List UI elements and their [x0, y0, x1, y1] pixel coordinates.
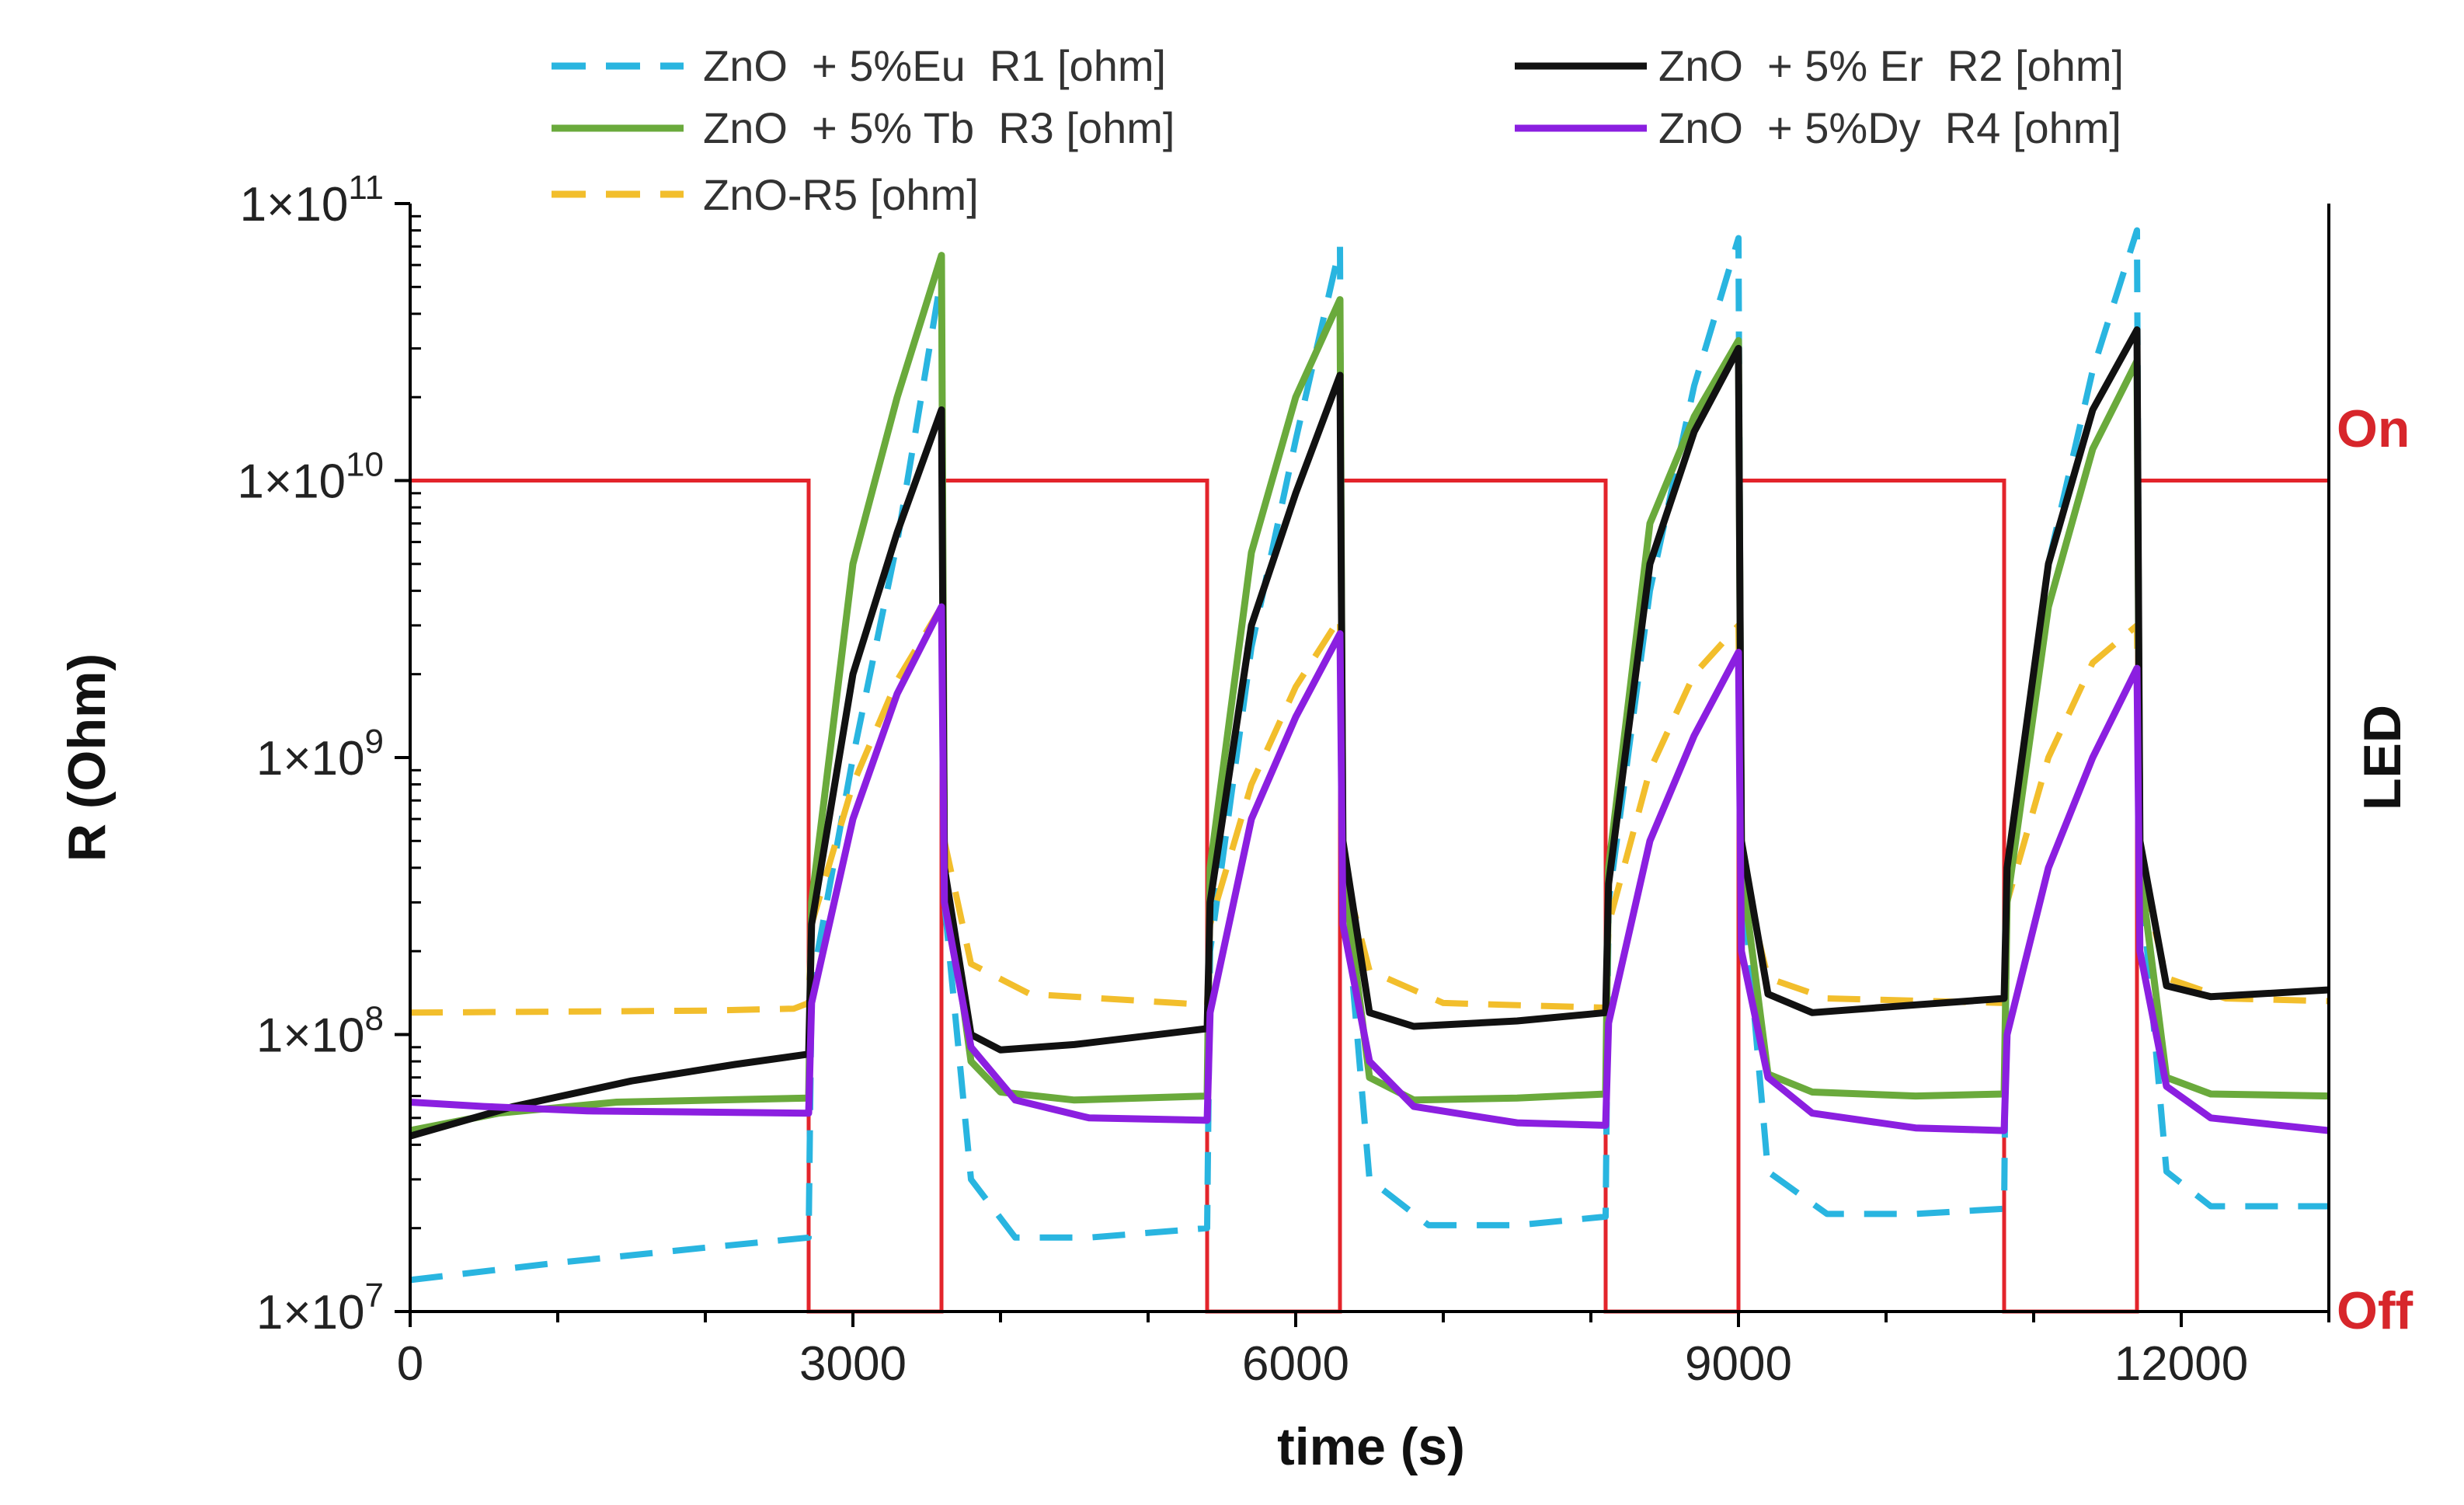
x-tick-label: 9000 [1685, 1337, 1792, 1391]
x-tick-label: 6000 [1242, 1337, 1349, 1391]
legend-label-r5: ZnO-R5 [ohm] [703, 170, 979, 219]
series-line-r1 [409, 227, 2329, 1284]
x-tick-label: 3000 [799, 1337, 907, 1391]
legend: ZnO + 5%Eu R1 [ohm] ZnO + 5% Er R2 [ohm]… [552, 41, 2124, 219]
series-line-r5 [409, 604, 2330, 1016]
series-line-r4 [409, 603, 2330, 1134]
led-on-label: On [2337, 399, 2410, 458]
x-tick-label: 0 [397, 1337, 423, 1391]
led-axis-title: LED [2353, 705, 2412, 810]
led-off-label: Off [2337, 1281, 2414, 1340]
legend-label-r1: ZnO + 5%Eu R1 [ohm] [703, 41, 1166, 90]
legend-label-r3: ZnO + 5% Tb R3 [ohm] [703, 103, 1175, 152]
y-tick-label: 1×109 [256, 723, 384, 786]
y-tick-label: 1×1011 [240, 169, 384, 232]
legend-label-r4: ZnO + 5%Dy R4 [ohm] [1658, 103, 2121, 152]
series-line-r2 [409, 326, 2330, 1140]
series-line-r3 [409, 252, 2330, 1134]
y-tick-label: 1×108 [256, 1000, 384, 1063]
x-tick-label: 12000 [2114, 1337, 2248, 1391]
y-tick-label: 1×107 [256, 1277, 384, 1340]
legend-label-r2: ZnO + 5% Er R2 [ohm] [1658, 41, 2124, 90]
y-axis-title: R (Ohm) [57, 653, 117, 862]
axes: 1×107 1×108 1×109 1×1010 1×1011 0 3000 6000 9000… [237, 169, 2330, 1391]
x-axis-title: time (s) [1277, 1417, 1465, 1476]
plot-area [409, 227, 2330, 1314]
y-tick-label: 1×1010 [237, 446, 384, 509]
